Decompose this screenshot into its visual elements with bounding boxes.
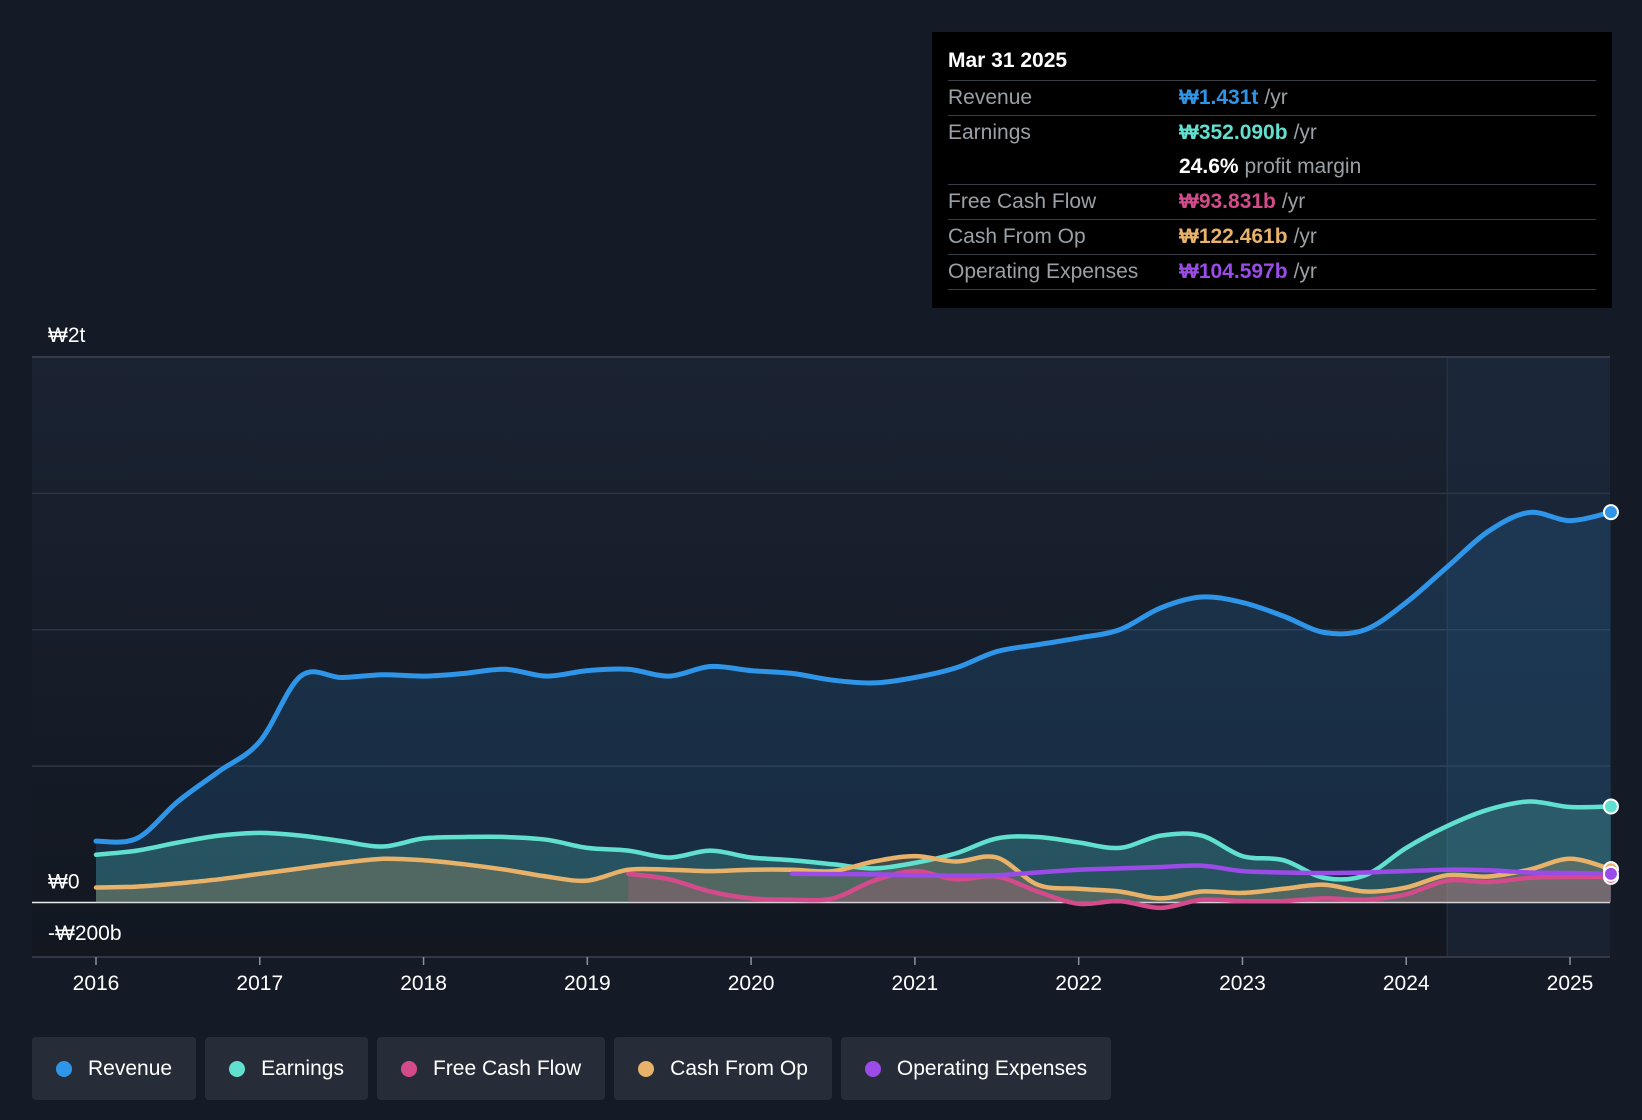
tooltip-unit: /yr bbox=[1293, 225, 1317, 248]
tooltip-label: Cash From Op bbox=[948, 225, 1086, 248]
tooltip-value: ₩352.090b bbox=[1179, 121, 1288, 144]
legend: Revenue Earnings Free Cash Flow Cash Fro… bbox=[32, 1037, 1112, 1100]
tooltip-label: Free Cash Flow bbox=[948, 190, 1097, 213]
operating-expenses-dot-icon bbox=[864, 1060, 881, 1077]
legend-item-operating-expenses[interactable]: Operating Expenses bbox=[840, 1037, 1112, 1100]
tooltip-value: ₩93.831b bbox=[1179, 190, 1276, 213]
free-cash-flow-line bbox=[626, 868, 1614, 911]
series-endpoints bbox=[1602, 504, 1619, 885]
y-tick-label: -₩200b bbox=[48, 922, 122, 945]
tooltip-value: ₩104.597b bbox=[1179, 260, 1288, 283]
legend-label: Free Cash Flow bbox=[432, 1056, 582, 1080]
earnings-endpoint bbox=[1602, 798, 1619, 815]
cash-from-op-dot-icon bbox=[638, 1060, 655, 1077]
x-tick-label: 2016 bbox=[73, 972, 120, 995]
free-cash-flow-dot-icon bbox=[400, 1060, 417, 1077]
tooltip-row-free-cash-flow: Free Cash Flow ₩93.831b /yr bbox=[948, 184, 1596, 219]
revenue-endpoint bbox=[1602, 504, 1619, 521]
tooltip-row-operating-expenses: Operating Expenses ₩104.597b /yr bbox=[948, 254, 1596, 290]
tooltip-value: ₩1.431t bbox=[1179, 86, 1259, 109]
tooltip-value: ₩122.461b bbox=[1179, 225, 1288, 248]
grid-lines bbox=[32, 356, 1610, 958]
x-tick-label: 2017 bbox=[236, 972, 283, 995]
legend-item-earnings[interactable]: Earnings bbox=[205, 1037, 368, 1100]
x-tick-label: 2020 bbox=[728, 972, 775, 995]
financial-chart: ₩2t ₩0 -₩200b 2016 2017 2018 2019 2020 2021 2022… bbox=[32, 324, 1619, 995]
legend-label: Operating Expenses bbox=[896, 1056, 1088, 1080]
plot-background bbox=[32, 357, 1610, 957]
tooltip-label: Earnings bbox=[948, 121, 1031, 144]
tooltip-row-profit-margin: 24.6% profit margin bbox=[948, 150, 1596, 184]
tooltip-unit: /yr bbox=[1293, 121, 1317, 144]
free-cash-flow-area bbox=[628, 871, 1611, 908]
y-axis-ticks: ₩2t ₩0 -₩200b bbox=[48, 324, 122, 945]
tooltip-row-cash-from-op: Cash From Op ₩122.461b /yr bbox=[948, 219, 1596, 254]
legend-item-cash-from-op[interactable]: Cash From Op bbox=[614, 1037, 832, 1100]
tooltip-row-revenue: Revenue ₩1.431t /yr bbox=[948, 80, 1596, 115]
legend-item-free-cash-flow[interactable]: Free Cash Flow bbox=[376, 1037, 606, 1100]
operating-expenses-line bbox=[789, 863, 1614, 878]
tooltip-label: Operating Expenses bbox=[948, 260, 1139, 283]
tooltip-row-earnings: Earnings ₩352.090b /yr bbox=[948, 115, 1596, 150]
tooltip-unit: /yr bbox=[1281, 190, 1306, 213]
revenue-line bbox=[93, 509, 1614, 845]
legend-label: Cash From Op bbox=[670, 1056, 808, 1080]
tooltip-unit: /yr bbox=[1293, 260, 1317, 283]
x-tick-label: 2023 bbox=[1219, 972, 1266, 995]
earnings-area bbox=[96, 801, 1611, 903]
tooltip-date: Mar 31 2025 bbox=[948, 49, 1068, 72]
x-tick-label: 2019 bbox=[564, 972, 611, 995]
tooltip-label bbox=[948, 150, 1179, 184]
x-tick-label: 2022 bbox=[1055, 972, 1102, 995]
earnings-dot-icon bbox=[229, 1060, 246, 1077]
legend-item-revenue[interactable]: Revenue bbox=[32, 1037, 197, 1100]
cash-from-op-line bbox=[93, 853, 1614, 901]
x-tick-label: 2021 bbox=[892, 972, 939, 995]
operating-expenses-endpoint bbox=[1602, 865, 1619, 882]
tooltip-value: 24.6% bbox=[1179, 155, 1239, 178]
tooltip-label: Revenue bbox=[948, 86, 1033, 109]
tooltip-panel: Mar 31 2025 Revenue ₩1.431t /yr Earnings… bbox=[932, 32, 1612, 308]
x-axis-ticks: 2016 2017 2018 2019 2020 2021 2022 2023 2024 2025 bbox=[73, 957, 1594, 995]
x-tick-label: 2025 bbox=[1547, 972, 1594, 995]
tooltip-unit: /yr bbox=[1264, 86, 1288, 109]
forecast-region bbox=[1447, 357, 1610, 957]
revenue-dot-icon bbox=[56, 1060, 72, 1077]
y-tick-label: ₩0 bbox=[48, 870, 80, 893]
revenue-area bbox=[96, 512, 1611, 903]
y-tick-label: ₩2t bbox=[48, 324, 86, 347]
x-tick-label: 2018 bbox=[400, 972, 447, 995]
legend-label: Revenue bbox=[88, 1056, 173, 1080]
series-lines bbox=[93, 509, 1614, 911]
tooltip-unit: profit margin bbox=[1244, 155, 1362, 178]
x-tick-label: 2024 bbox=[1383, 972, 1430, 995]
legend-label: Earnings bbox=[261, 1056, 344, 1080]
